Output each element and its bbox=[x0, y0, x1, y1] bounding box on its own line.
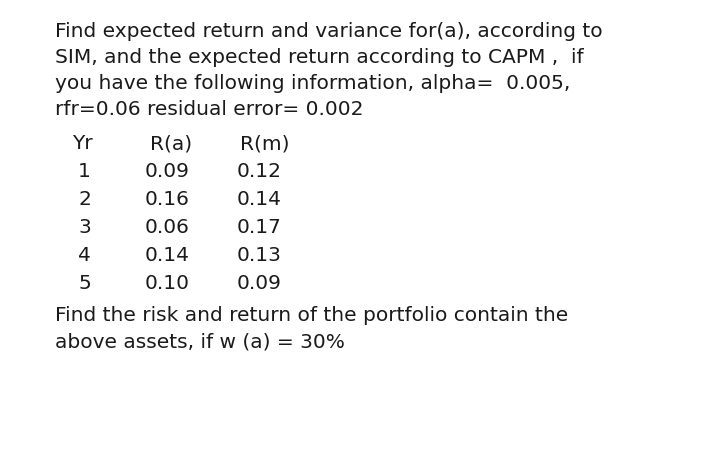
Text: 5: 5 bbox=[78, 274, 91, 293]
Text: 3: 3 bbox=[78, 218, 91, 237]
Text: Find the risk and return of the portfolio contain the: Find the risk and return of the portfoli… bbox=[55, 306, 568, 325]
Text: rfr=0.06 residual error= 0.002: rfr=0.06 residual error= 0.002 bbox=[55, 100, 364, 119]
Text: R(m): R(m) bbox=[240, 134, 289, 153]
Text: 0.12: 0.12 bbox=[237, 162, 282, 181]
Text: SIM, and the expected return according to CAPM ,  if: SIM, and the expected return according t… bbox=[55, 48, 584, 67]
Text: 0.13: 0.13 bbox=[237, 246, 282, 265]
Text: 0.09: 0.09 bbox=[145, 162, 190, 181]
Text: above assets, if w (a) = 30%: above assets, if w (a) = 30% bbox=[55, 332, 345, 351]
Text: 0.16: 0.16 bbox=[145, 190, 190, 209]
Text: 0.09: 0.09 bbox=[237, 274, 282, 293]
Text: 0.17: 0.17 bbox=[237, 218, 282, 237]
Text: R(a): R(a) bbox=[150, 134, 192, 153]
Text: you have the following information, alpha=  0.005,: you have the following information, alph… bbox=[55, 74, 570, 93]
Text: 1: 1 bbox=[78, 162, 91, 181]
Text: 0.10: 0.10 bbox=[145, 274, 190, 293]
Text: Find expected return and variance for(a), according to: Find expected return and variance for(a)… bbox=[55, 22, 603, 41]
Text: Yr: Yr bbox=[72, 134, 93, 153]
Text: 0.14: 0.14 bbox=[237, 190, 282, 209]
Text: 4: 4 bbox=[78, 246, 91, 265]
Text: 2: 2 bbox=[78, 190, 91, 209]
Text: 0.14: 0.14 bbox=[145, 246, 190, 265]
Text: 0.06: 0.06 bbox=[145, 218, 190, 237]
